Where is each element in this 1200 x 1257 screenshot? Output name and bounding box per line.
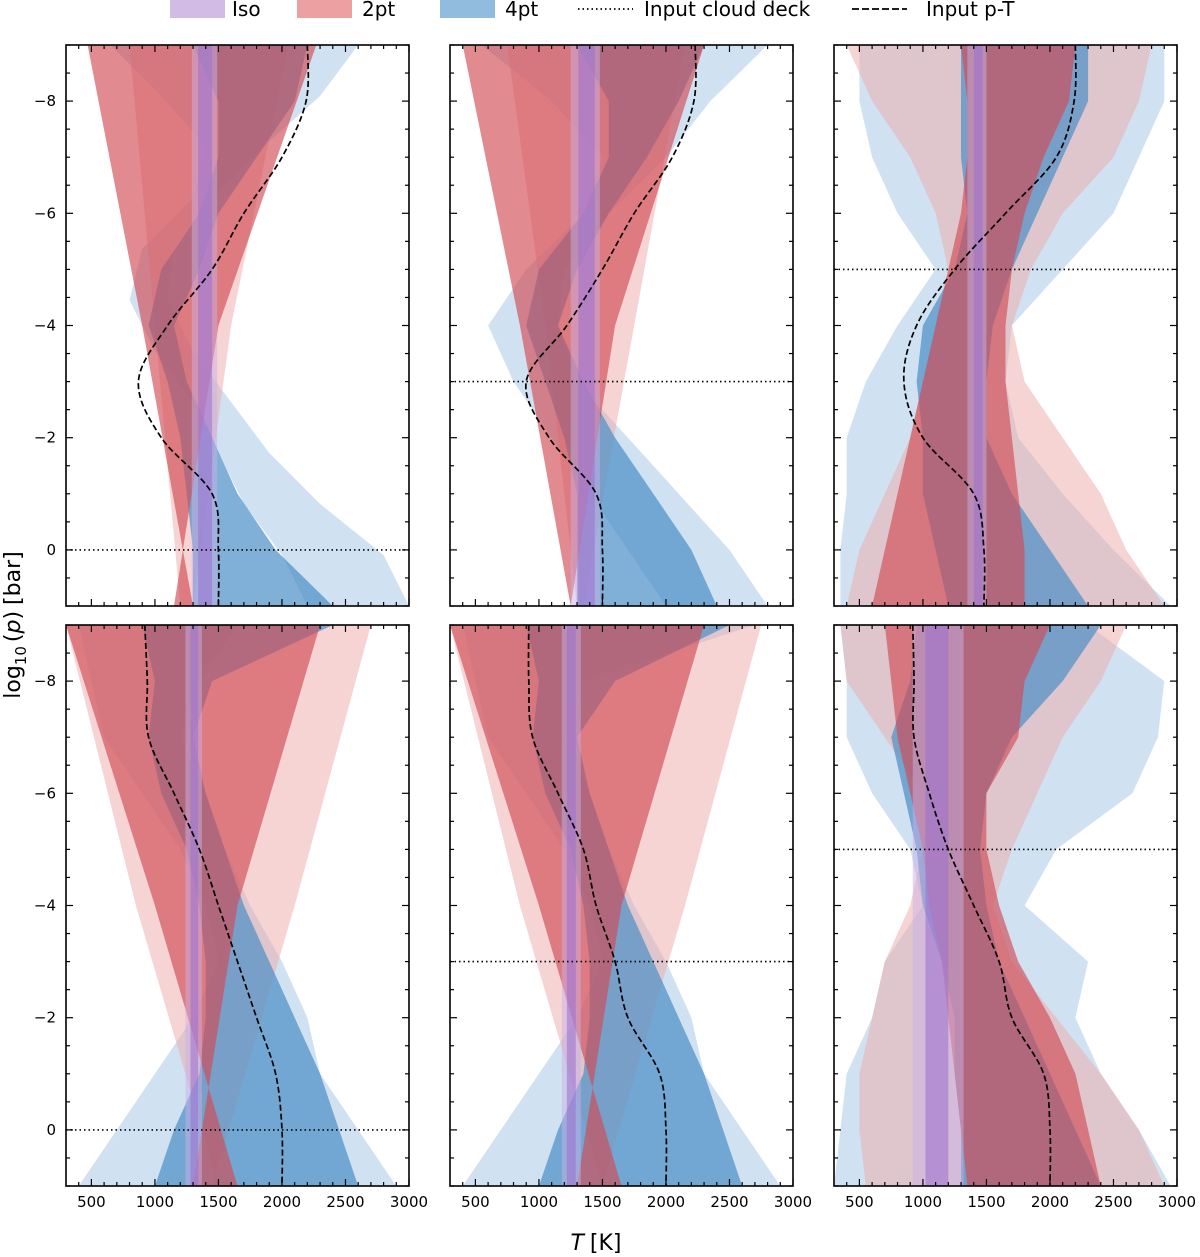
x-tick-label: 2500 [710,1193,748,1211]
x-tick-label: 2000 [1031,1193,1069,1211]
y-axis-label: log10(p)[bar] [1,551,30,698]
band-iso-inner [198,45,213,606]
panel-top-middle [449,44,794,607]
legend-swatch-2pt [297,0,352,18]
x-tick-label: 2000 [263,1193,301,1211]
x-axis-var: T [570,1231,585,1256]
x-tick-label: 1000 [904,1193,942,1211]
legend-label-pt: Input p-T [926,0,1015,21]
plot-area [834,625,1177,1186]
ticks [834,44,1178,607]
ticks [834,624,1178,1187]
x-tick-label: 3000 [1158,1193,1196,1211]
y-tick-label: −4 [34,897,56,915]
y-axis-unit: [bar] [1,551,26,605]
legend-swatch-iso [170,0,225,18]
input-pt-line [524,45,697,606]
legend-label-4pt: 4pt [505,0,538,21]
legend-label-iso: Iso [232,0,261,21]
band-iso-inner [566,625,576,1186]
x-tick-label: 2500 [1094,1193,1132,1211]
y-tick-label: −2 [34,429,56,447]
legend-swatch-4pt [440,0,495,18]
plot-area [450,45,793,606]
band-iso-inner [973,45,983,606]
plot-area [834,45,1177,606]
panels: −8 −6 −4 −2 0 −8 −6 −4 −2 0 500 1000 1500 2000 2500 300… [34,44,1196,1211]
x-tick-label: 1500 [583,1193,621,1211]
x-tick-label: 3000 [774,1193,812,1211]
x-tick-label: 2500 [326,1193,364,1211]
x-tick-label: 500 [845,1193,874,1211]
band-iso-inner [925,625,949,1186]
y-axis-var: p [1,620,26,635]
plot-area [66,45,409,606]
band-iso-inner [578,45,595,606]
x-tick-label: 1000 [520,1193,558,1211]
y-tick-label: 0 [46,1121,56,1139]
y-tick-label: −8 [34,672,56,690]
y-tick-label: −4 [34,317,56,335]
input-pt-line [137,45,310,606]
x-tick-label: 1000 [136,1193,174,1211]
y-tick-label: −2 [34,1009,56,1027]
ticks [450,44,794,607]
legend-label-2pt: 2pt [362,0,395,21]
plot-area [66,625,409,1186]
input-pt-line [911,625,1052,1186]
panel-top-left: −8 −6 −4 −2 0 [34,44,410,607]
x-tick-label: 1500 [967,1193,1005,1211]
y-tick-label: −6 [34,784,56,802]
plot-area [450,625,793,1186]
x-tick-label: 2000 [647,1193,685,1211]
x-tick-label: 500 [461,1193,490,1211]
panel-bottom-left: −8 −6 −4 −2 0 500 1000 1500 2000 2500 3000 [34,624,428,1211]
y-tick-label: −8 [34,92,56,110]
input-pt-line [143,625,284,1186]
y-axis-prefix: log [1,665,26,699]
x-tick-label: 1500 [199,1193,237,1211]
ticks [450,624,794,1187]
ticks [66,624,410,1187]
x-axis-label: T [K] [570,1231,621,1256]
y-axis-sub: 10 [12,646,30,665]
panel-bottom-middle: 500 1000 1500 2000 2500 3000 [449,624,812,1211]
legend: Iso 2pt 4pt Input cloud deck Input p-T [170,0,1015,21]
input-pt-line [527,625,668,1186]
panel-top-right [833,44,1178,607]
legend-label-cloud: Input cloud deck [644,0,811,21]
x-tick-label: 500 [77,1193,106,1211]
input-pt-line [902,45,1077,606]
x-tick-label: 3000 [390,1193,428,1211]
y-tick-label: −6 [34,204,56,222]
ticks [66,44,410,607]
panel-bottom-right: 500 1000 1500 2000 2500 3000 [833,624,1196,1211]
y-tick-label: 0 [46,541,56,559]
x-axis-unit: [K] [590,1231,622,1256]
band-iso-inner [190,625,199,1186]
